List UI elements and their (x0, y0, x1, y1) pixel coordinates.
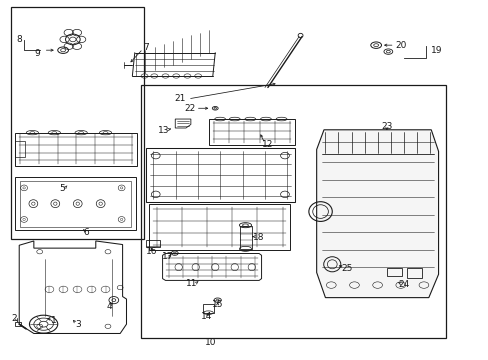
Text: 24: 24 (398, 280, 409, 289)
Bar (203, 304, 213, 313)
Text: 2: 2 (12, 314, 17, 323)
Bar (15, 140, 25, 157)
Text: 15: 15 (211, 300, 223, 309)
Text: 5: 5 (59, 184, 65, 193)
Text: 6: 6 (83, 228, 89, 237)
Text: 19: 19 (430, 46, 441, 55)
Bar (15, 177, 136, 230)
Bar (407, 268, 421, 278)
Text: 4: 4 (106, 302, 112, 311)
Text: 20: 20 (395, 41, 406, 50)
Bar (209, 119, 294, 145)
Text: 1: 1 (50, 316, 56, 325)
Bar (149, 204, 289, 250)
Text: 13: 13 (158, 126, 169, 135)
Text: 7: 7 (143, 43, 148, 52)
Bar (15, 322, 21, 326)
Text: 16: 16 (145, 247, 157, 256)
Text: 11: 11 (186, 279, 197, 288)
Bar (146, 239, 159, 247)
Bar (141, 85, 445, 338)
Text: 12: 12 (261, 140, 272, 149)
Text: 22: 22 (184, 104, 195, 113)
Text: 9: 9 (34, 49, 40, 58)
Text: 21: 21 (174, 94, 185, 103)
Text: 18: 18 (253, 233, 264, 242)
Text: 3: 3 (75, 320, 81, 329)
Bar (386, 267, 402, 276)
Text: 14: 14 (201, 312, 212, 321)
Text: 25: 25 (341, 265, 352, 274)
Bar (146, 148, 294, 202)
Text: 10: 10 (204, 338, 216, 347)
Bar (15, 133, 137, 166)
Polygon shape (316, 130, 438, 298)
Bar (11, 7, 144, 239)
Text: 23: 23 (381, 122, 392, 131)
Bar (239, 226, 251, 249)
Bar (20, 181, 131, 226)
Text: 8: 8 (16, 35, 22, 44)
Text: 17: 17 (162, 252, 173, 261)
